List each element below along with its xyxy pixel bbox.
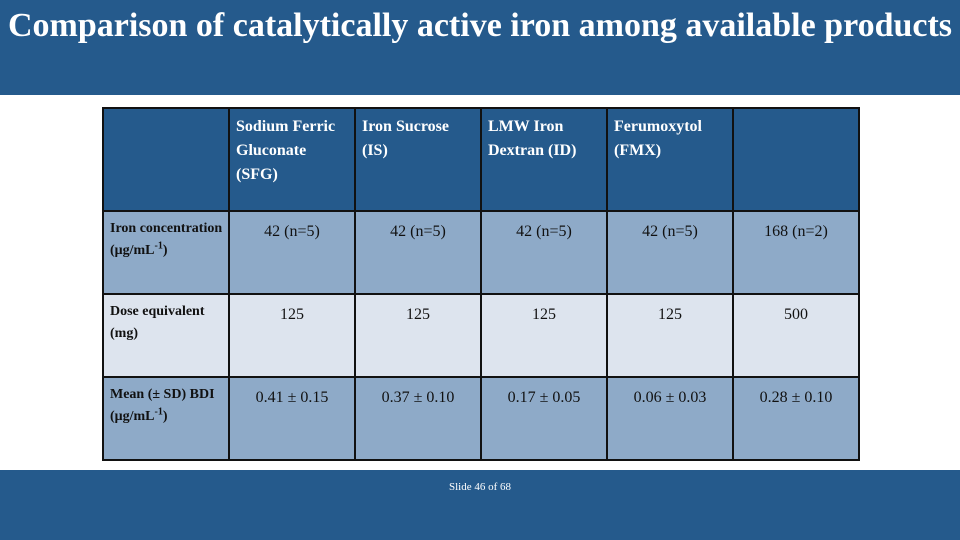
table-cell: 42 (n=5) bbox=[354, 210, 482, 295]
row-label-iron-concentration: Iron concentration (μg/mL-1) bbox=[102, 210, 230, 295]
table-cell: 0.06 ± 0.03 bbox=[606, 376, 734, 461]
title-bar bbox=[0, 0, 960, 95]
header-cell-fmx: Ferumoxytol (FMX) bbox=[606, 107, 734, 212]
comparison-table: Sodium Ferric Gluconate (SFG) Iron Sucro… bbox=[102, 107, 860, 461]
table-cell: 125 bbox=[354, 293, 482, 378]
header-cell-sfg: Sodium Ferric Gluconate (SFG) bbox=[228, 107, 356, 212]
table-cell: 125 bbox=[480, 293, 608, 378]
table-cell: 42 (n=5) bbox=[606, 210, 734, 295]
header-cell-empty bbox=[102, 107, 230, 212]
table-cell: 0.28 ± 0.10 bbox=[732, 376, 860, 461]
table-row: Iron concentration (μg/mL-1) 42 (n=5) 42… bbox=[102, 210, 860, 295]
row-label-dose-equivalent: Dose equivalent (mg) bbox=[102, 293, 230, 378]
slide-title: Comparison of catalytically active iron … bbox=[7, 7, 953, 44]
header-cell-is: Iron Sucrose (IS) bbox=[354, 107, 482, 212]
header-row: Sodium Ferric Gluconate (SFG) Iron Sucro… bbox=[102, 107, 860, 212]
slide-number: Slide 46 of 68 bbox=[448, 481, 512, 493]
table-cell: 42 (n=5) bbox=[228, 210, 356, 295]
table-cell: 0.37 ± 0.10 bbox=[354, 376, 482, 461]
table-cell: 125 bbox=[606, 293, 734, 378]
table-cell: 125 bbox=[228, 293, 356, 378]
row-label-mean-bdi: Mean (± SD) BDI (μg/mL-1) bbox=[102, 376, 230, 461]
header-cell-id: LMW Iron Dextran (ID) bbox=[480, 107, 608, 212]
table-row: Mean (± SD) BDI (μg/mL-1) 0.41 ± 0.15 0.… bbox=[102, 376, 860, 461]
table-cell: 42 (n=5) bbox=[480, 210, 608, 295]
table-row: Dose equivalent (mg) 125 125 125 125 500 bbox=[102, 293, 860, 378]
header-cell-blank bbox=[732, 107, 860, 212]
table-cell: 0.17 ± 0.05 bbox=[480, 376, 608, 461]
table-cell: 0.41 ± 0.15 bbox=[228, 376, 356, 461]
footer-bar bbox=[0, 470, 960, 540]
table-cell: 168 (n=2) bbox=[732, 210, 860, 295]
table-cell: 500 bbox=[732, 293, 860, 378]
